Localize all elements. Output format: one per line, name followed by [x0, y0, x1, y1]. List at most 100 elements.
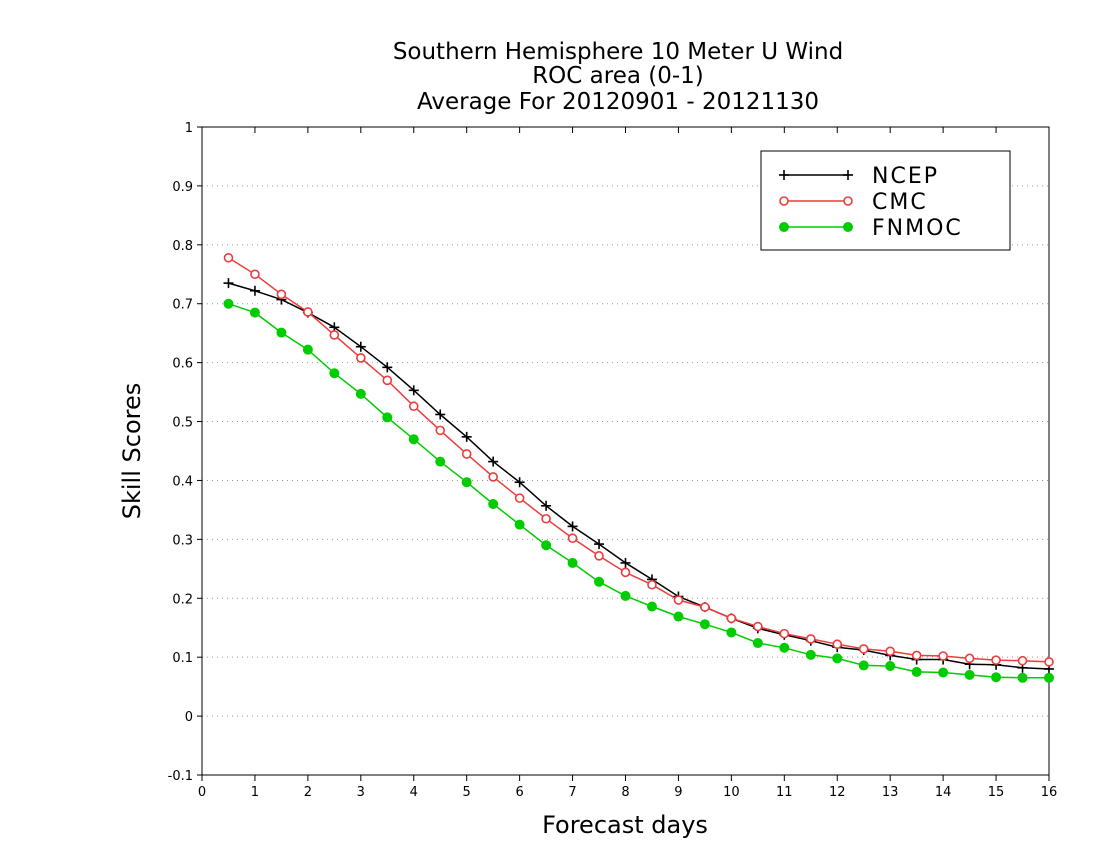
legend-marker: [779, 222, 789, 232]
data-point-fnmoc: [964, 669, 975, 680]
data-point-fnmoc: [779, 642, 790, 653]
data-point-cmc: [303, 307, 313, 317]
data-point-ncep: [620, 557, 631, 568]
data-point-cmc: [382, 375, 393, 386]
data-point-cmc: [594, 551, 604, 561]
data-point-cmc: [223, 252, 234, 263]
data-point-cmc: [567, 533, 578, 543]
y-tick-label: 0.5: [172, 416, 193, 431]
x-tick-label: 14: [935, 785, 952, 800]
data-point-fnmoc: [223, 298, 234, 309]
y-tick-label: 1: [185, 121, 193, 136]
y-tick-label: 0.9: [172, 180, 193, 195]
x-axis: 0 1 2 3 4 5 6 7 8 9 10 11 12 13 14 15 16: [198, 127, 1057, 800]
data-point-cmc: [250, 269, 260, 280]
data-point-cmc: [964, 653, 975, 664]
legend-label: FNMOC: [872, 216, 963, 241]
data-point-cmc: [647, 579, 657, 590]
data-point-fnmoc: [408, 434, 419, 445]
data-point-cmc: [461, 449, 472, 459]
x-tick-label: 3: [357, 785, 365, 800]
legend-marker: [779, 170, 789, 180]
data-point-cmc: [1044, 657, 1054, 667]
series-cmc: [223, 252, 1054, 667]
data-point-fnmoc: [355, 388, 366, 399]
title-line-2: ROC area (0-1): [532, 63, 704, 89]
data-point-fnmoc: [594, 576, 605, 587]
data-point-fnmoc: [382, 412, 393, 423]
x-tick-label: 5: [463, 785, 471, 800]
x-tick-label: 2: [304, 785, 312, 800]
data-point-fnmoc: [885, 661, 896, 672]
x-tick-label: 10: [723, 785, 740, 800]
data-point-fnmoc: [461, 477, 472, 488]
data-point-cmc: [620, 567, 631, 578]
x-tick-label: 6: [515, 785, 523, 800]
chart-title: Southern Hemisphere 10 Meter U Wind ROC …: [393, 39, 843, 115]
data-point-ncep: [488, 456, 499, 467]
legend-item-ncep: NCEP: [779, 164, 937, 189]
data-point-fnmoc: [249, 307, 260, 318]
y-tick-label: 0.2: [172, 592, 193, 607]
x-axis-label: Forecast days: [542, 811, 708, 839]
gridlines: [202, 185, 1049, 717]
data-point-fnmoc: [514, 519, 525, 530]
data-point-cmc: [779, 628, 790, 639]
x-tick-label: 13: [882, 785, 899, 800]
data-point-cmc: [435, 425, 446, 436]
y-tick-label: 0.1: [172, 651, 193, 666]
data-point-cmc: [911, 650, 922, 661]
x-tick-label: 9: [674, 785, 682, 800]
y-axis: -0.1 0 0.1 0.2 0.3 0.4 0.5 0.6 0.7 0.8 0.9 1: [168, 121, 202, 784]
data-point-ncep: [514, 477, 525, 488]
series-fnmoc: [223, 298, 1054, 683]
data-point-fnmoc: [302, 344, 313, 355]
x-tick-label: 7: [568, 785, 576, 800]
x-tick-label: 11: [776, 785, 793, 800]
series-line-fnmoc: [228, 302, 1049, 679]
data-point-cmc: [832, 639, 843, 650]
data-point-ncep: [541, 500, 552, 511]
x-tick-label: 16: [1041, 785, 1058, 800]
data-point-fnmoc: [699, 619, 710, 630]
data-point-cmc: [673, 595, 684, 605]
data-point-cmc: [514, 493, 525, 503]
data-point-fnmoc: [858, 660, 869, 671]
legend-item-cmc: CMC: [779, 190, 928, 215]
data-point-fnmoc: [1044, 672, 1054, 683]
data-point-fnmoc: [276, 327, 287, 338]
y-tick-label: 0.7: [172, 298, 193, 313]
data-point-ncep: [435, 409, 446, 420]
data-point-cmc: [991, 655, 1001, 665]
data-point-fnmoc: [832, 653, 843, 664]
data-point-cmc: [700, 602, 710, 612]
x-tick-label: 15: [988, 785, 1005, 800]
y-tick-label: 0.4: [172, 474, 193, 489]
x-tick-label: 4: [410, 785, 418, 800]
series-line-ncep: [228, 282, 1050, 670]
data-point-fnmoc: [488, 499, 499, 510]
y-tick-label: -0.1: [168, 769, 193, 784]
data-point-fnmoc: [646, 601, 657, 612]
legend-marker: [843, 170, 853, 180]
data-point-cmc: [408, 401, 419, 412]
data-point-ncep: [461, 431, 472, 442]
data-point-fnmoc: [673, 611, 684, 622]
data-point-fnmoc: [752, 638, 763, 649]
data-point-fnmoc: [911, 666, 922, 677]
data-point-cmc: [938, 651, 948, 661]
data-point-ncep: [567, 521, 578, 532]
title-line-3: Average For 20120901 - 20121130: [417, 89, 819, 115]
data-point-fnmoc: [329, 368, 340, 379]
legend-item-fnmoc: FNMOC: [779, 216, 963, 241]
legend-label: CMC: [872, 190, 928, 215]
y-tick-label: 0: [185, 710, 193, 725]
series-ncep: [223, 278, 1054, 674]
data-point-cmc: [805, 634, 816, 644]
data-point-ncep: [382, 362, 393, 373]
data-point-ncep: [249, 285, 260, 296]
data-point-cmc: [276, 289, 287, 300]
data-point-ncep: [594, 539, 605, 550]
